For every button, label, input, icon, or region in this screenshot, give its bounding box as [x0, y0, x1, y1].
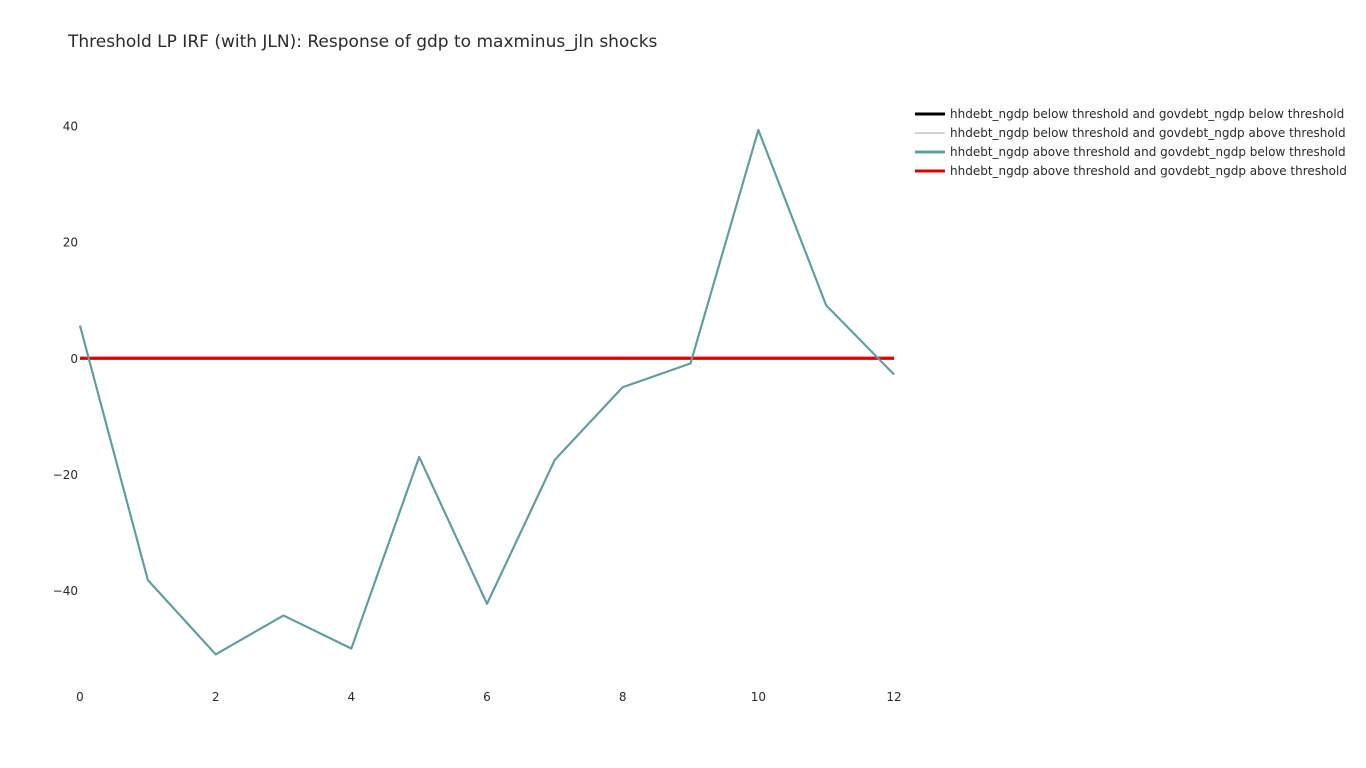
y-axis-ticks: 40 20 0 −20 −40 — [53, 119, 78, 598]
legend-item-4[interactable]: hhdebt_ngdp above threshold and govdebt_… — [915, 164, 1347, 178]
legend[interactable]: hhdebt_ngdp below threshold and govdebt_… — [915, 107, 1347, 178]
legend-label: hhdebt_ngdp above threshold and govdebt_… — [950, 164, 1347, 178]
x-tick-label: 0 — [76, 690, 84, 704]
legend-item-3[interactable]: hhdebt_ngdp above threshold and govdebt_… — [915, 145, 1346, 159]
series-line-3 — [79, 128, 895, 656]
x-tick-label: 10 — [751, 690, 766, 704]
legend-item-1[interactable]: hhdebt_ngdp below threshold and govdebt_… — [915, 107, 1344, 121]
legend-item-2[interactable]: hhdebt_ngdp below threshold and govdebt_… — [915, 126, 1346, 140]
y-tick-label: 20 — [63, 236, 78, 250]
legend-label: hhdebt_ngdp below threshold and govdebt_… — [950, 107, 1344, 121]
x-tick-label: 6 — [483, 690, 491, 704]
x-tick-label: 2 — [212, 690, 220, 704]
x-tick-label: 12 — [886, 690, 901, 704]
series-line-3-top — [79, 128, 895, 656]
series-layer — [79, 128, 895, 656]
y-tick-label: 0 — [70, 352, 78, 366]
y-tick-label: −20 — [53, 468, 78, 482]
x-tick-label: 8 — [619, 690, 627, 704]
x-tick-label: 4 — [348, 690, 356, 704]
chart-title: Threshold LP IRF (with JLN): Response of… — [68, 32, 658, 52]
legend-label: hhdebt_ngdp above threshold and govdebt_… — [950, 145, 1346, 159]
x-axis-ticks: 0 2 4 6 8 10 12 — [76, 690, 901, 704]
y-tick-label: 40 — [63, 119, 78, 133]
legend-label: hhdebt_ngdp below threshold and govdebt_… — [950, 126, 1346, 140]
y-tick-label: −40 — [53, 584, 78, 598]
